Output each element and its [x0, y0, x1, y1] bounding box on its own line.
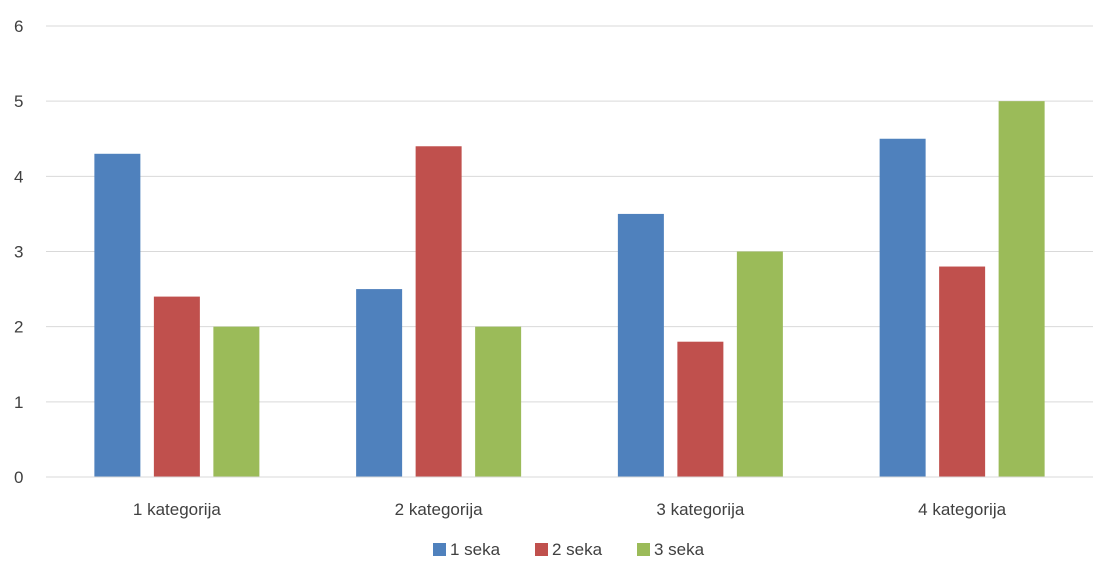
bar-1-seka-cat-1: [94, 153, 141, 478]
x-axis-tick-labels: 1 kategorija 2 kategorija 3 kategorija 4 ka…: [133, 500, 1007, 519]
y-tick-label: 3: [14, 243, 23, 262]
legend-swatch: [535, 543, 548, 556]
bar-2-seka-cat-1: [153, 296, 200, 477]
legend: 1 seka 2 seka 3 seka: [433, 540, 705, 559]
x-tick-label: 4 kategorija: [918, 500, 1006, 519]
bar-3-seka-cat-4: [998, 101, 1045, 478]
bar-2-seka-cat-3: [677, 341, 724, 477]
bar-2-seka-cat-4: [939, 266, 986, 477]
x-tick-label: 1 kategorija: [133, 500, 221, 519]
legend-swatch: [637, 543, 650, 556]
y-tick-label: 6: [14, 17, 23, 36]
gridlines: [46, 25, 1093, 403]
bar-1-seka-cat-4: [879, 138, 926, 477]
y-axis-tick-labels: 0 1 2 3 4 5 6: [14, 17, 23, 487]
bar-3-seka-cat-1: [213, 326, 260, 477]
y-tick-label: 4: [14, 167, 23, 186]
legend-label: 3 seka: [654, 540, 705, 559]
legend-swatch: [433, 543, 446, 556]
bar-1-seka-cat-2: [356, 289, 403, 477]
bar-3-seka-cat-2: [475, 326, 522, 477]
bar-2-seka-cat-2: [415, 146, 462, 477]
y-tick-label: 2: [14, 318, 23, 337]
bars: [94, 101, 1045, 478]
y-tick-label: 1: [14, 393, 23, 412]
x-tick-label: 2 kategorija: [395, 500, 483, 519]
bar-1-seka-cat-3: [617, 213, 664, 477]
legend-label: 1 seka: [450, 540, 501, 559]
x-tick-label: 3 kategorija: [656, 500, 744, 519]
bar-3-seka-cat-3: [736, 251, 783, 477]
y-tick-label: 5: [14, 92, 23, 111]
y-tick-label: 0: [14, 468, 23, 487]
legend-label: 2 seka: [552, 540, 603, 559]
